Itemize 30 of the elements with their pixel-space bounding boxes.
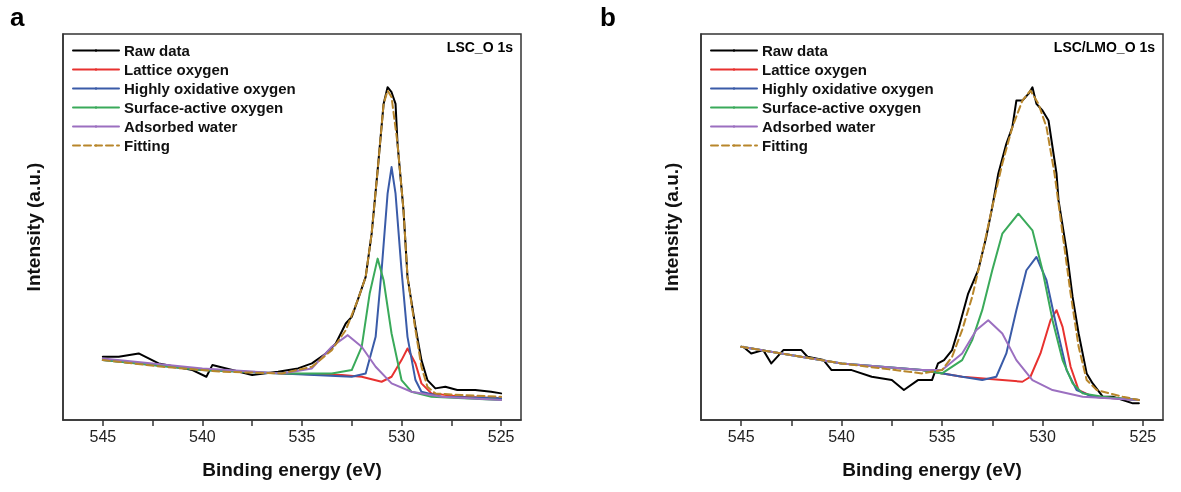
x-tick-label: 535 [928, 427, 956, 445]
legend-label: Adsorbed water [762, 118, 876, 135]
legend-label: Adsorbed water [124, 118, 238, 135]
text: LSC_O 1s [446, 39, 514, 55]
legend-label: Surface-active oxygen [762, 99, 922, 116]
y-axis-title: Intensity (a.u.) [23, 162, 44, 292]
legend-label: Surface-active oxygen [124, 99, 284, 116]
legend-label: Highly oxidative oxygen [124, 80, 296, 97]
text: LSC/LMO_O 1s [1053, 39, 1156, 55]
x-tick-label: 540 [828, 427, 856, 445]
y-axis-title: Intensity (a.u.) [661, 162, 682, 292]
legend-label: Lattice oxygen [762, 61, 868, 78]
x-tick-label: 525 [487, 427, 515, 445]
legend-label: Fitting [124, 137, 170, 154]
legend-label: Lattice oxygen [124, 61, 230, 78]
x-tick-label: 540 [189, 427, 216, 445]
x-axis-title: Binding energy (eV) [842, 459, 1022, 480]
legend-label: Raw data [124, 42, 191, 59]
x-tick-label: 535 [288, 427, 316, 445]
x-tick-label: 545 [727, 427, 755, 445]
x-axis-title: Binding energy (eV) [202, 459, 382, 480]
x-tick-label: 530 [388, 427, 415, 445]
legend-label: Highly oxidative oxygen [762, 80, 934, 97]
chart-title: a [10, 2, 25, 32]
x-tick-label: 545 [89, 427, 117, 445]
legend-label: Raw data [762, 42, 829, 59]
legend-label: Fitting [762, 137, 808, 154]
x-tick-label: 530 [1029, 427, 1056, 445]
chart-title: b [600, 2, 616, 32]
x-tick-label: 525 [1129, 427, 1157, 445]
